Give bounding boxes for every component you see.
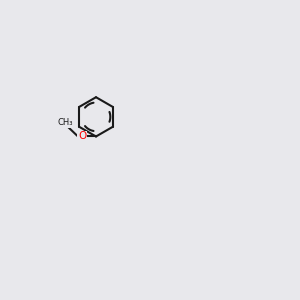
Text: CH₃: CH₃	[57, 118, 73, 127]
Text: O: O	[78, 131, 86, 142]
